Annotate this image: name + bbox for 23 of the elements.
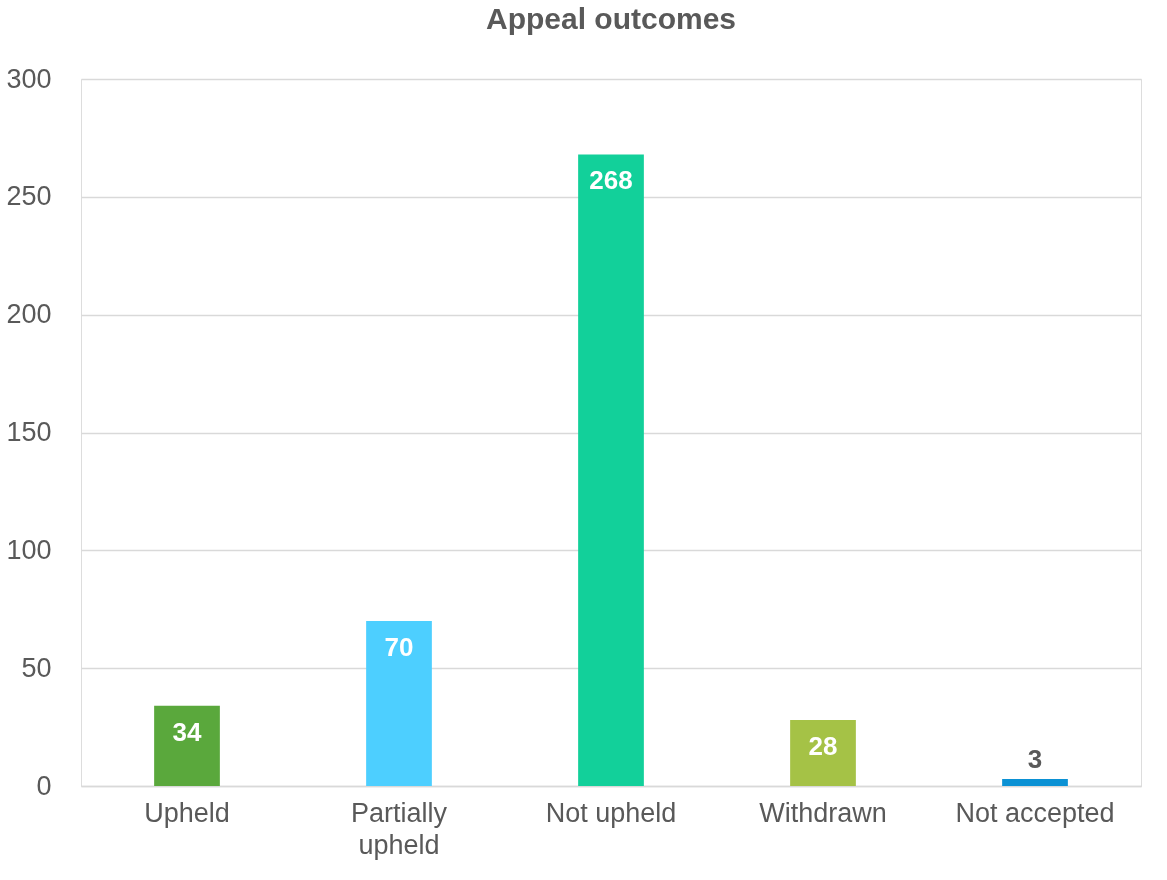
data-label: 28 [808, 731, 838, 762]
data-label: 70 [384, 632, 414, 663]
y-tick-label: 300 [6, 63, 52, 94]
y-tick-label: 0 [36, 770, 52, 801]
y-tick-label: 100 [6, 534, 52, 565]
y-tick-label: 150 [6, 417, 52, 447]
x-tick-label: Not accepted [955, 797, 1115, 828]
x-tick-label: Partially upheld [350, 797, 448, 860]
bar [578, 154, 644, 786]
x-tick-label: Not upheld [545, 797, 677, 828]
y-tick-label: 200 [6, 299, 52, 330]
y-tick-label: 250 [6, 181, 52, 212]
data-label: 34 [172, 716, 202, 747]
y-tick-label: 50 [21, 652, 52, 683]
chart-title: Appeal outcomes [485, 2, 737, 35]
bar [366, 621, 432, 786]
bar [790, 720, 856, 786]
x-tick-label: Withdrawn [759, 797, 887, 828]
data-label: 3 [1027, 743, 1043, 774]
data-label: 268 [589, 165, 633, 196]
bar [154, 705, 220, 786]
bar [1002, 778, 1068, 786]
x-tick-label: Upheld [144, 797, 230, 828]
